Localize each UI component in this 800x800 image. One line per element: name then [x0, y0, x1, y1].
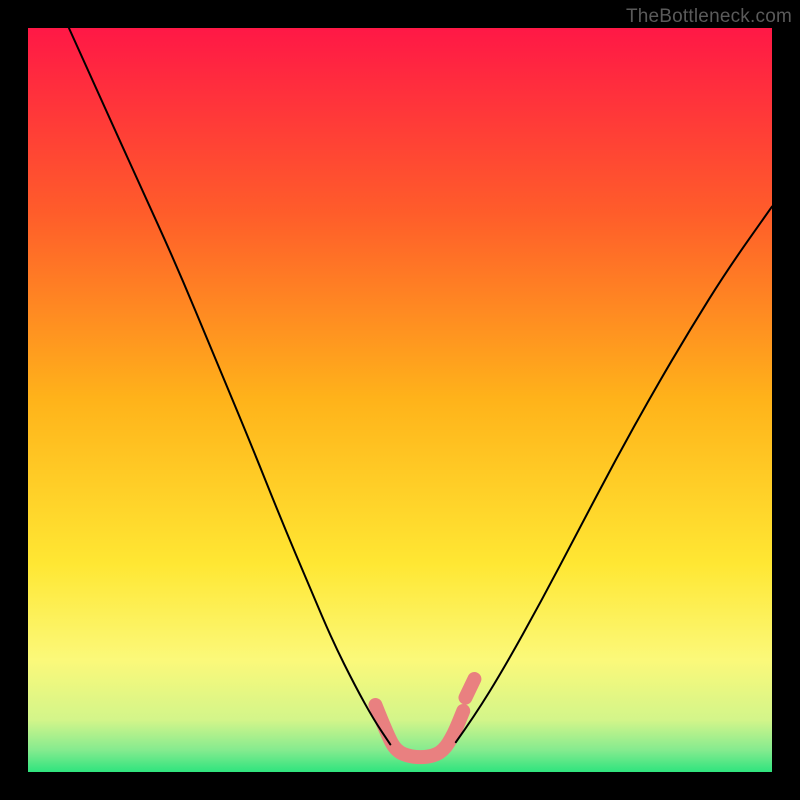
right-curve: [456, 207, 772, 743]
valley-highlight: [375, 705, 463, 757]
left-curve: [69, 28, 390, 744]
chart-frame: TheBottleneck.com: [0, 0, 800, 800]
curve-overlay: [0, 0, 800, 800]
valley-highlight-right-tick: [465, 679, 474, 698]
